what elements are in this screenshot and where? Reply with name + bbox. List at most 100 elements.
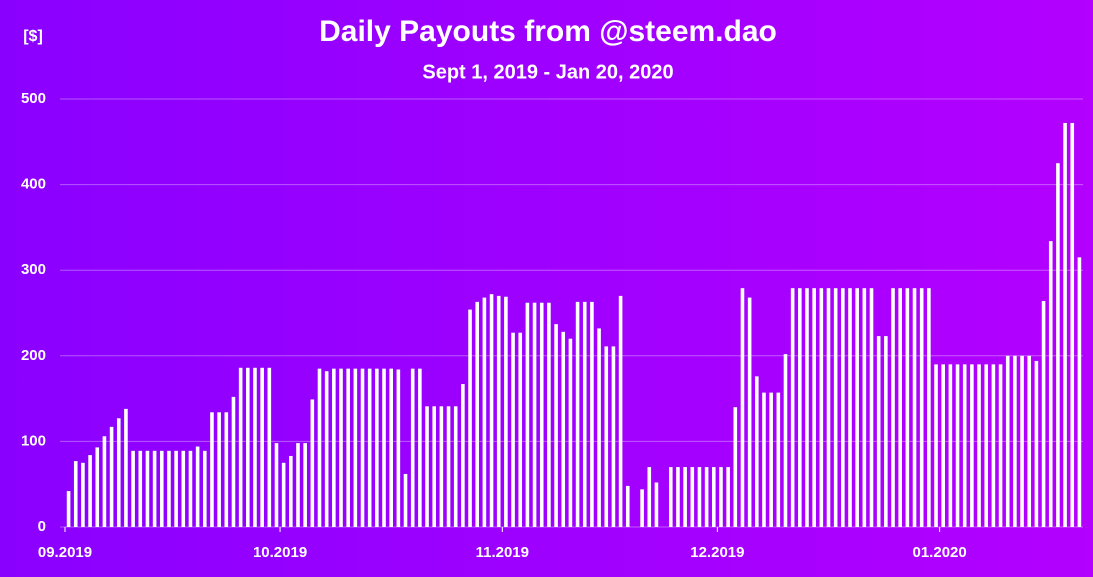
- bar: [927, 288, 931, 527]
- bar: [991, 364, 996, 527]
- bar: [353, 368, 358, 527]
- bar: [432, 406, 437, 527]
- bar: [174, 450, 178, 527]
- bar: [1056, 163, 1060, 527]
- bar: [152, 450, 157, 527]
- bar: [683, 467, 687, 527]
- bar: [711, 467, 716, 527]
- bar: [511, 332, 515, 527]
- x-tick-label: 11.2019: [476, 544, 529, 561]
- bar: [1020, 355, 1024, 527]
- bar: [1013, 355, 1017, 527]
- bar: [468, 309, 472, 527]
- bar: [640, 489, 644, 527]
- x-tick-label: 12.2019: [690, 544, 744, 561]
- bar: [102, 436, 107, 527]
- bar: [604, 346, 609, 527]
- x-tick-label: 01.2020: [913, 544, 967, 561]
- bar: [238, 367, 243, 527]
- bar: [884, 336, 888, 527]
- bar: [482, 297, 487, 527]
- bar: [919, 288, 924, 527]
- bar: [1063, 122, 1067, 527]
- bar: [532, 302, 537, 527]
- bar: [690, 467, 695, 527]
- bar: [453, 406, 458, 527]
- y-tick-label: 300: [21, 261, 46, 278]
- bar: [747, 297, 752, 527]
- bar: [195, 446, 200, 527]
- bar: [131, 450, 135, 527]
- bar: [489, 294, 494, 527]
- chart-title: Daily Payouts from @steem.dao: [319, 15, 777, 48]
- bar: [260, 367, 264, 527]
- bar: [410, 368, 415, 527]
- bar: [855, 288, 859, 527]
- bar: [970, 364, 974, 527]
- bar: [676, 467, 680, 527]
- bar: [590, 301, 594, 527]
- bar: [66, 491, 71, 527]
- bar: [253, 367, 257, 527]
- bar: [496, 295, 501, 527]
- bar: [167, 450, 171, 527]
- bar: [217, 412, 221, 527]
- bar: [446, 406, 451, 527]
- bar: [798, 288, 802, 527]
- bar: [346, 368, 350, 527]
- bar: [1041, 301, 1046, 527]
- y-tick-label: 400: [21, 176, 46, 193]
- bar: [977, 364, 981, 527]
- bar: [898, 288, 902, 527]
- bar: [81, 462, 85, 527]
- bar: [124, 408, 128, 527]
- bar: [618, 295, 623, 527]
- bar: [317, 368, 322, 527]
- bar: [597, 328, 601, 527]
- bar: [547, 302, 551, 527]
- bar: [281, 462, 286, 527]
- bar: [339, 368, 343, 527]
- bar: [360, 368, 365, 527]
- bar: [755, 376, 759, 527]
- bar: [790, 288, 795, 527]
- bar: [697, 467, 702, 527]
- bar: [382, 368, 386, 527]
- bar: [504, 296, 508, 527]
- bar: [668, 467, 673, 527]
- bar: [962, 364, 967, 527]
- bar: [403, 473, 408, 527]
- bar: [812, 288, 816, 527]
- bar: [805, 288, 809, 527]
- bar: [819, 288, 824, 527]
- bar: [1077, 257, 1082, 527]
- bar: [475, 301, 480, 527]
- bar: [1048, 241, 1053, 527]
- bar: [181, 450, 186, 527]
- bar: [582, 301, 587, 527]
- bar: [202, 450, 207, 527]
- bar: [518, 332, 523, 527]
- bar: [575, 301, 580, 527]
- y-tick-label: 100: [21, 432, 46, 449]
- bar: [869, 288, 874, 527]
- x-tick-label: 10.2019: [253, 544, 307, 561]
- bar: [425, 406, 429, 527]
- bar: [719, 467, 723, 527]
- bar: [188, 450, 193, 527]
- bar: [274, 443, 279, 527]
- bar: [525, 302, 530, 527]
- bar: [375, 368, 379, 527]
- bar: [611, 346, 616, 527]
- bar: [296, 443, 300, 527]
- bar: [1005, 355, 1010, 527]
- bar: [367, 368, 372, 527]
- x-tick-label: 09.2019: [38, 544, 92, 561]
- bar: [568, 338, 573, 527]
- bar: [941, 364, 946, 527]
- bar: [934, 364, 938, 527]
- bar: [833, 288, 838, 527]
- bar: [862, 288, 867, 527]
- bar: [948, 364, 953, 527]
